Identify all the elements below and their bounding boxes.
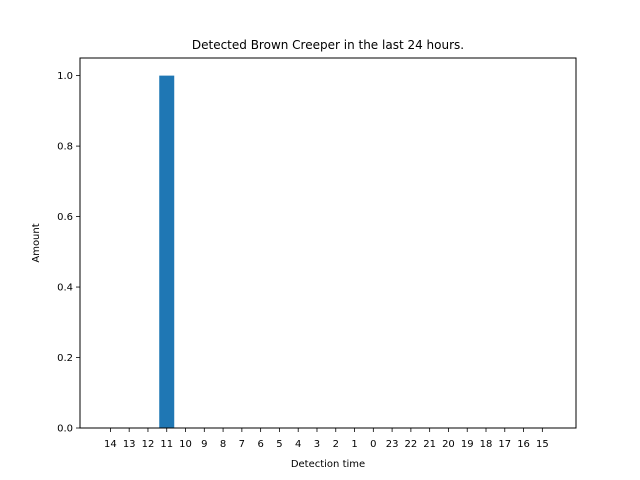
plot-frame — [79, 57, 577, 429]
bar-11 — [159, 75, 175, 428]
x-tick-label-18: 18 — [480, 439, 493, 450]
y-axis: 0.0 0.2 0.4 0.6 0.8 1.0 — [57, 71, 80, 435]
x-tick-label-22: 22 — [405, 439, 418, 450]
x-tick-label-3: 3 — [314, 439, 320, 450]
x-tick-label-0: 0 — [370, 439, 376, 450]
x-axis-label: Detection time — [291, 459, 365, 470]
x-tick-label-20: 20 — [442, 439, 455, 450]
x-tick-label-17: 17 — [498, 439, 511, 450]
x-tick-label-21: 21 — [423, 439, 436, 450]
x-tick-label-4: 4 — [295, 439, 301, 450]
x-axis: 14 13 12 11 10 9 8 7 6 5 4 3 2 1 0 23 22 21 20 19 18 17 16 15 — [104, 428, 549, 450]
x-tick-label-15: 15 — [536, 439, 549, 450]
x-tick-label-16: 16 — [517, 439, 530, 450]
x-tick-label-9: 9 — [201, 439, 207, 450]
x-tick-label-8: 8 — [220, 439, 226, 450]
y-axis-label: Amount — [31, 223, 42, 262]
x-tick-label-5: 5 — [276, 439, 282, 450]
x-tick-label-14: 14 — [104, 439, 117, 450]
bars-group — [159, 75, 175, 428]
x-tick-label-23: 23 — [386, 439, 399, 450]
x-tick-label-12: 12 — [142, 439, 155, 450]
x-tick-label-6: 6 — [257, 439, 263, 450]
x-tick-label-10: 10 — [179, 439, 192, 450]
y-tick-label-0.2: 0.2 — [57, 353, 73, 364]
x-tick-label-2: 2 — [333, 439, 339, 450]
chart-title: Detected Brown Creeper in the last 24 ho… — [192, 38, 464, 52]
y-tick-label-0.8: 0.8 — [57, 142, 73, 153]
y-tick-label-0.6: 0.6 — [57, 212, 73, 223]
x-tick-label-11: 11 — [160, 439, 173, 450]
x-tick-label-1: 1 — [351, 439, 357, 450]
y-tick-label-0.4: 0.4 — [57, 283, 73, 294]
x-tick-label-7: 7 — [239, 439, 245, 450]
y-tick-label-0.0: 0.0 — [57, 424, 73, 435]
x-tick-label-13: 13 — [123, 439, 136, 450]
y-tick-label-1.0: 1.0 — [57, 71, 73, 82]
x-tick-label-19: 19 — [461, 439, 474, 450]
